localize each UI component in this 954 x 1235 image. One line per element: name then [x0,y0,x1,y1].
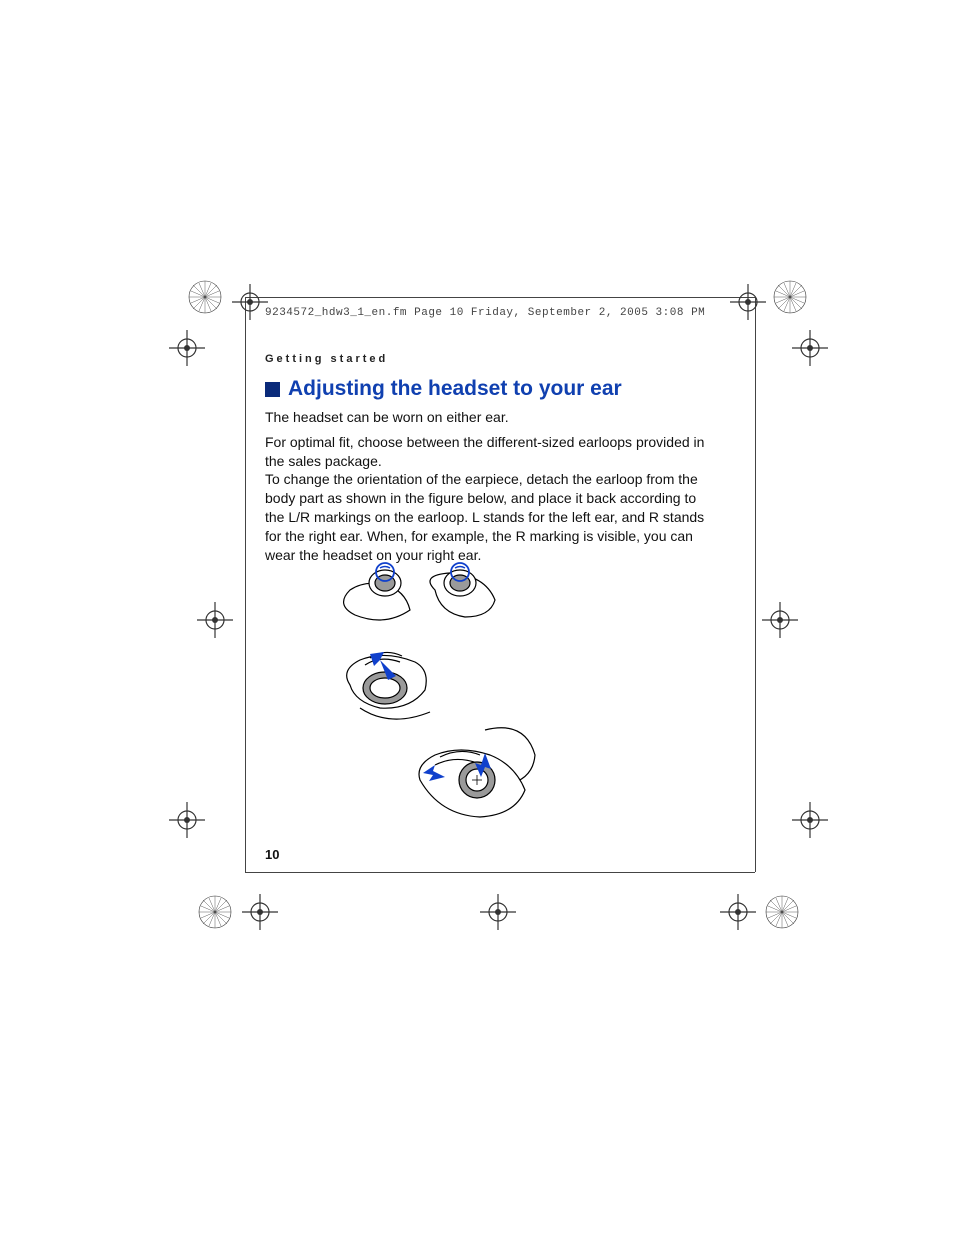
page-number: 10 [265,847,279,862]
heading-bullet-icon [265,382,280,397]
crop-line-bottom [245,872,755,873]
reg-cross-bot-left [240,892,280,932]
reg-cross-bot-right [718,892,758,932]
reg-sphere-bot-left [195,892,235,932]
reg-sphere-top-left [185,277,225,317]
section-label: Getting started [265,353,388,365]
reg-cross-bot-right-upper [790,800,830,840]
reg-cross-bot-left-upper [167,800,207,840]
reg-cross-mid-left-2 [195,600,235,640]
reg-cross-mid-right-2 [760,600,800,640]
paragraph-2: For optimal fit, choose between the diff… [265,433,715,471]
crop-line-left [245,297,246,872]
heading-row: Adjusting the headset to your ear [265,377,622,401]
section-heading: Adjusting the headset to your ear [288,377,622,401]
framemaker-header: 9234572_hdw3_1_en.fm Page 10 Friday, Sep… [265,307,705,319]
reg-cross-mid-left-1 [167,328,207,368]
headset-illustration [330,555,610,835]
reg-cross-mid-right-1 [790,328,830,368]
reg-cross-top-right [728,282,768,322]
paragraph-3: To change the orientation of the earpiec… [265,470,715,564]
reg-sphere-top-right [770,277,810,317]
paragraph-1: The headset can be worn on either ear. [265,408,715,427]
reg-sphere-bot-right [762,892,802,932]
crop-line-right [755,297,756,872]
crop-line-top [245,297,755,298]
reg-cross-bot-mid [478,892,518,932]
reg-cross-top-left [230,282,270,322]
